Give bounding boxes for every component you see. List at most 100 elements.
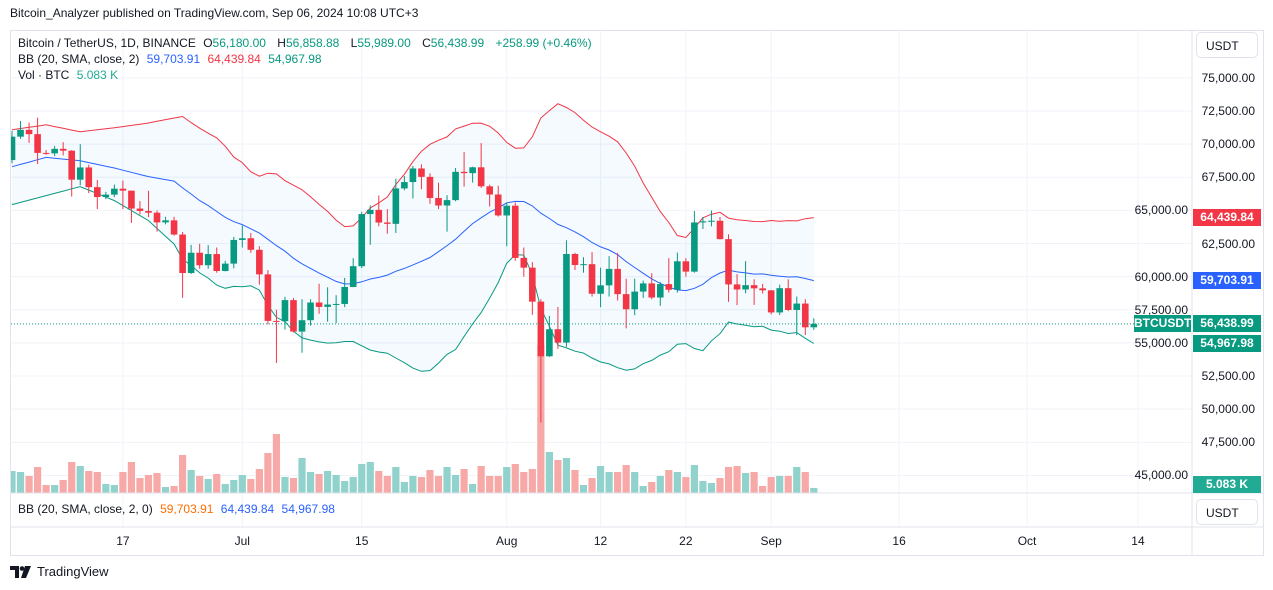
bb-upper-price-tag: 64,439.84 [1193,209,1261,227]
volume-bar [656,476,664,493]
candle-body [76,167,84,180]
candle [546,315,553,357]
price-tick-label: 47,500.00 [1201,435,1255,450]
candle-body [639,283,647,292]
lower-pane-legend[interactable]: BB (20, SMA, close, 2, 0) 59,703.91 64,4… [18,502,339,516]
bb-legend[interactable]: BB (20, SMA, close, 2) 59,703.91 64,439.… [18,52,326,66]
candle [605,256,613,297]
candle [179,232,186,298]
candle [34,117,41,165]
candle-body [42,152,50,154]
volume-bar [417,477,426,493]
volume-bar [264,453,272,493]
volume-bar [341,481,349,493]
candle [145,190,152,218]
time-tick-label: Aug [496,534,518,548]
currency-button[interactable]: USDT [1196,32,1258,58]
candle-body [170,220,178,235]
candle-body [221,263,229,272]
volume-bar [409,476,417,493]
volume-bar [460,469,468,493]
candle-body [239,238,246,240]
volume-bar [68,462,76,493]
volume-bar [247,479,255,493]
volume-bar [699,481,707,493]
candle-body [793,303,801,310]
candle [477,143,485,188]
candle [435,182,442,210]
candle-body [358,214,366,267]
volume-bar [127,462,136,493]
lower-currency-button[interactable]: USDT [1196,499,1258,525]
candle [469,166,476,183]
candle-body [486,186,493,195]
candle [264,270,272,325]
close-value: 56,438.99 [430,36,485,50]
price-tick-label: 52,500.00 [1201,369,1255,384]
high-value: 56,858.88 [285,36,340,50]
volume-bar [614,472,622,493]
candle-body [614,268,621,295]
candle-body [546,329,553,357]
volume-bar [801,472,809,493]
candle [256,246,263,285]
volume-bar [11,471,16,493]
brand-name: TradingView [37,564,109,579]
candle-body [631,291,638,310]
candle [708,210,715,227]
volume-bar [520,472,528,493]
candle [239,225,246,248]
candle [588,252,596,297]
candle-body [563,254,570,343]
candle [42,149,50,155]
volume-bar [119,472,127,493]
candle-body [426,176,434,198]
candle-body [716,220,724,240]
bb-upper-value: 64,439.84 [207,52,261,66]
candle-body [153,212,161,223]
candle-body [128,190,135,209]
candle-body [366,209,374,215]
candle-body [554,329,562,343]
candle [25,122,33,143]
candle [750,279,758,305]
volume-bar [511,464,519,493]
candle-body [494,194,502,216]
open-label: O [203,36,213,50]
tradingview-logo[interactable]: TradingView [10,564,109,579]
candle [392,178,400,233]
candle-body [85,167,93,188]
volume-bar [281,477,289,493]
candle-body [264,274,272,321]
candle-body [511,205,519,258]
bb-basis-price-tag: 59,703.91 [1193,272,1261,290]
symbol-name: Bitcoin / TetherUS, 1D, BINANCE [18,36,196,50]
candle [648,273,656,300]
volume-bar [776,476,784,493]
candle [537,299,545,423]
tradingview-logo-icon [10,565,31,578]
candle-body [418,168,425,177]
close-label: C [422,36,431,50]
candle [119,180,127,210]
volume-bar [349,477,357,493]
volume-bar [93,472,101,493]
candle [810,318,818,330]
candle-body [435,197,442,206]
candle [153,210,161,232]
symbol-legend[interactable]: Bitcoin / TetherUS, 1D, BINANCE O56,180.… [18,36,596,50]
volume-bar [230,480,238,493]
candle [631,278,638,316]
volume-legend[interactable]: Vol · BTC 5.083 K [18,68,122,82]
volume-bar [810,487,818,493]
candle [170,216,178,236]
bb-basis-value: 59,703.91 [146,52,201,66]
volume-bar [400,482,408,493]
candle [247,232,255,253]
volume-label: Vol · BTC [18,68,70,82]
candle-body [580,264,587,266]
candle-body [452,171,459,201]
bb-band-fill [12,103,814,372]
price-tick-label: 50,000.00 [1201,402,1255,417]
